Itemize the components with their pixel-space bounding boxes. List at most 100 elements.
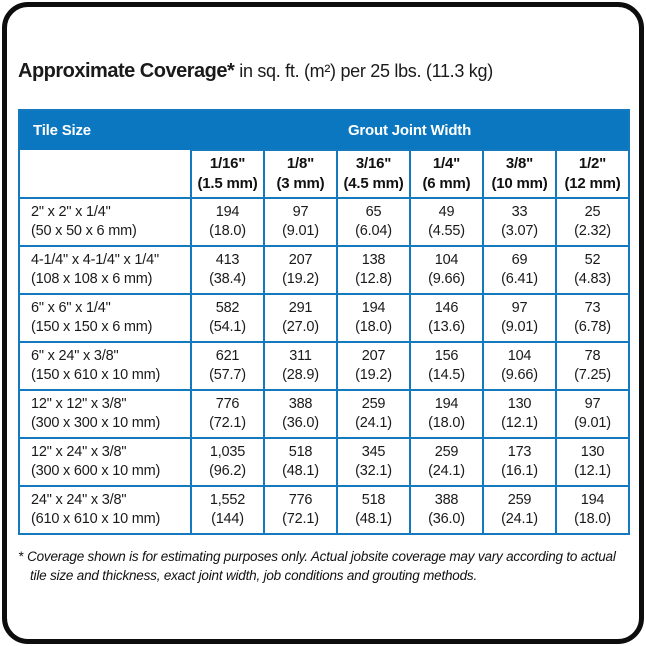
tile-size-cell: 24" x 24" x 3/8" (610 x 610 x 10 mm) [18,485,192,535]
coverage-cell: 194 (18.0) [409,389,484,439]
grout-width-column-header: 1/8" (3 mm) [263,149,338,199]
coverage-table: Tile Size Grout Joint Width 1/16" (1.5 mm… [18,109,631,535]
coverage-m2: (144) [211,511,244,527]
coverage-m2: (24.1) [355,415,392,431]
tile-size: 24" x 24" x 3/8" [31,492,127,508]
title-emphasis: Approximate Coverage* [18,60,235,82]
coverage-m2: (12.1) [574,463,611,479]
grout-width-metric: (3 mm) [276,175,325,192]
coverage-m2: (9.01) [501,319,538,335]
tile-size-metric: (300 x 300 x 10 mm) [31,415,161,431]
coverage-m2: (16.1) [501,463,538,479]
coverage-m2: (2.32) [574,223,611,239]
tile-size-cell: 4-1/4" x 4-1/4" x 1/4" (108 x 108 x 6 mm) [18,245,192,295]
coverage-m2: (57.7) [209,367,246,383]
coverage-cell: 259 (24.1) [482,485,557,535]
coverage-cell: 97 (9.01) [263,197,338,247]
coverage-sqft: 73 [584,300,601,316]
coverage-cell: 621 (57.7) [190,341,265,391]
coverage-sqft: 146 [434,300,459,316]
coverage-sqft: 52 [584,252,601,268]
coverage-m2: (36.0) [282,415,319,431]
table-row: 24" x 24" x 3/8" (610 x 610 x 10 mm) 1,552… [18,485,631,535]
coverage-m2: (6.41) [501,271,538,287]
coverage-sqft: 388 [434,492,459,508]
coverage-cell: 146 (13.6) [409,293,484,343]
coverage-m2: (9.66) [428,271,465,287]
coverage-m2: (9.66) [501,367,538,383]
coverage-sqft: 582 [215,300,240,316]
coverage-sqft: 776 [288,492,313,508]
coverage-m2: (96.2) [209,463,246,479]
coverage-m2: (28.9) [282,367,319,383]
table-row: 12" x 24" x 3/8" (300 x 600 x 10 mm) 1,035… [18,437,631,487]
coverage-m2: (12.8) [355,271,392,287]
coverage-m2: (27.0) [282,319,319,335]
coverage-sqft: 413 [215,252,240,268]
coverage-m2: (18.0) [355,319,392,335]
coverage-sqft: 194 [580,492,605,508]
coverage-sqft: 69 [511,252,528,268]
coverage-sqft: 776 [215,396,240,412]
coverage-cell: 156 (14.5) [409,341,484,391]
tile-size: 12" x 24" x 3/8" [31,444,127,460]
coverage-sqft: 156 [434,348,459,364]
coverage-cell: 33 (3.07) [482,197,557,247]
coverage-cell: 291 (27.0) [263,293,338,343]
grout-width-label: 3/16" [355,155,392,172]
coverage-cell: 1,035 (96.2) [190,437,265,487]
coverage-m2: (72.1) [282,511,319,527]
coverage-cell: 207 (19.2) [336,341,411,391]
coverage-cell: 130 (12.1) [554,437,631,487]
grout-width-label: 1/2" [578,155,607,172]
corner-empty-cell [18,150,192,199]
grout-width-metric: (6 mm) [422,175,471,192]
coverage-cell: 388 (36.0) [263,389,338,439]
coverage-m2: (4.55) [428,223,465,239]
grout-width-metric: (1.5 mm) [197,175,258,192]
coverage-sqft: 194 [361,300,386,316]
coverage-sqft: 345 [361,444,386,460]
coverage-cell: 776 (72.1) [190,389,265,439]
table-row: 2" x 2" x 1/4" (50 x 50 x 6 mm) 194 (18.0) 9… [18,197,631,247]
coverage-sqft: 291 [288,300,313,316]
coverage-sqft: 97 [584,396,601,412]
coverage-sqft: 518 [288,444,313,460]
coverage-sqft: 1,552 [209,492,246,508]
coverage-sqft: 518 [361,492,386,508]
coverage-sqft: 33 [511,204,528,220]
coverage-sqft: 130 [507,396,532,412]
tile-size-metric: (300 x 600 x 10 mm) [31,463,161,479]
coverage-cell: 130 (12.1) [482,389,557,439]
coverage-sqft: 138 [361,252,386,268]
grout-joint-width-header: Grout Joint Width [191,110,630,150]
table-row: 4-1/4" x 4-1/4" x 1/4" (108 x 108 x 6 mm)… [18,245,631,295]
coverage-cell: 194 (18.0) [190,197,265,247]
coverage-sqft: 104 [507,348,532,364]
table-row: 6" x 24" x 3/8" (150 x 610 x 10 mm) 621 (57… [18,341,631,391]
tile-size-metric: (50 x 50 x 6 mm) [31,223,137,239]
coverage-cell: 194 (18.0) [554,485,631,535]
coverage-cell: 311 (28.9) [263,341,338,391]
coverage-sqft: 173 [507,444,532,460]
coverage-cell: 69 (6.41) [482,245,557,295]
coverage-cell: 518 (48.1) [263,437,338,487]
coverage-cell: 259 (24.1) [336,389,411,439]
table-row: 6" x 6" x 1/4" (150 x 150 x 6 mm) 582 (54.1… [18,293,631,343]
coverage-sqft: 259 [507,492,532,508]
coverage-m2: (18.0) [428,415,465,431]
coverage-m2: (18.0) [209,223,246,239]
coverage-m2: (19.2) [355,367,392,383]
coverage-m2: (4.83) [574,271,611,287]
coverage-sqft: 194 [434,396,459,412]
coverage-m2: (24.1) [428,463,465,479]
grout-width-column-header: 1/16" (1.5 mm) [190,149,265,199]
footnote-asterisk: * [18,549,24,564]
coverage-m2: (9.01) [282,223,319,239]
coverage-cell: 52 (4.83) [554,245,631,295]
coverage-cell: 1,552 (144) [190,485,265,535]
document-content: Approximate Coverage* in sq. ft. (m²) per… [18,0,631,585]
tile-size-metric: (108 x 108 x 6 mm) [31,271,153,287]
coverage-sqft: 311 [289,348,312,364]
coverage-m2: (48.1) [282,463,319,479]
